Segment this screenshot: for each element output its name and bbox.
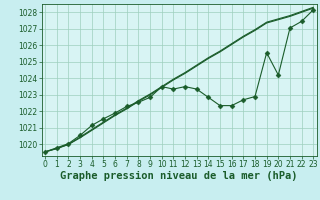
X-axis label: Graphe pression niveau de la mer (hPa): Graphe pression niveau de la mer (hPa) <box>60 171 298 181</box>
